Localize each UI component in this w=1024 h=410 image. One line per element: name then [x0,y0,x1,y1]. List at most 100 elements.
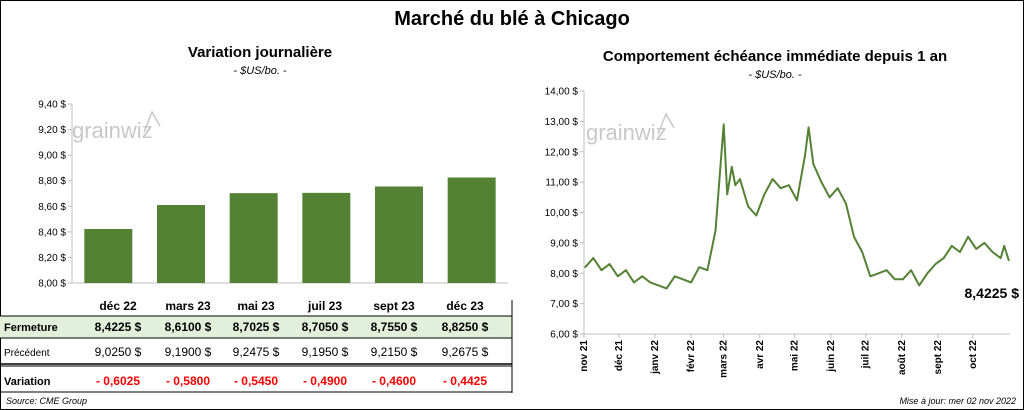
data-point [616,275,619,278]
y-tick-label: 6,00 $ [550,330,578,341]
y-tick-label: 9,20 $ [38,125,66,136]
data-point [726,193,728,196]
table-cell: - 0,4600 [372,374,416,388]
data-point [975,248,978,250]
y-tick-label: 12,00 $ [545,147,579,158]
table-cell: - 0,4425 [443,374,487,388]
bar-déc-23 [447,177,496,283]
data-point [796,199,798,202]
main-title: Marché du blé à Chicago [394,8,630,30]
bar-juil-23 [302,192,351,283]
table-cell: 9,1900 $ [165,345,212,359]
data-point [788,184,790,186]
data-point [983,242,986,244]
x-tick-label: juin 22 [826,340,837,373]
data-point [820,181,823,183]
data-point [902,278,904,281]
table-cell: 8,7025 $ [233,320,280,334]
data-point [657,284,660,287]
table-cell: 8,7550 $ [371,320,418,334]
bar-déc-22 [84,228,133,283]
table-cell: 8,7050 $ [302,320,349,334]
category-label: juil 23 [307,299,342,313]
watermark-mark [657,112,675,135]
data-point [853,236,855,238]
data-point [722,123,725,126]
data-point [625,269,627,272]
right-panel-title: Comportement échéance immédiate depuis 1… [602,48,948,65]
data-point [731,166,733,168]
watermark-mark [143,110,161,133]
left-panel-title: Variation journalière [187,44,333,61]
price-table: déc 22 mars 23 mai 23 juil 23 sept 23 déc 23 F… [0,299,513,393]
data-point [967,236,969,238]
table-cell: 9,1950 $ [302,345,349,359]
grainwiz-watermark: grainwiz [72,110,161,143]
data-point [918,284,921,287]
data-point [600,269,603,272]
y-tick-label: 8,00 $ [550,269,578,280]
data-point [869,275,872,278]
data-point [845,202,847,205]
data-point [910,269,912,272]
table-cell: 8,6100 $ [165,320,212,334]
data-point [739,178,741,180]
left-panel-subtitle: - $US/bo. - [233,65,287,77]
x-tick-label: mai 22 [790,340,801,372]
data-point [999,257,1002,259]
data-point [991,251,994,253]
last-value-label: 8,4225 $ [965,285,1020,301]
y-tick-label: 10,00 $ [545,208,579,219]
x-tick-label: déc 21 [614,340,625,372]
bar-sept-23 [375,186,423,283]
data-point [682,278,684,281]
watermark-text: grainwiz [72,118,153,143]
data-point [641,275,643,278]
data-point [718,184,720,186]
y-tick-label: 8,40 $ [38,227,66,238]
category-label: sept 23 [373,299,415,313]
data-point [771,178,774,180]
grainwiz-watermark: grainwiz [586,112,675,145]
bar-mai-23 [229,193,278,283]
data-point [959,251,961,253]
data-point [951,245,953,247]
y-tick-label: 8,20 $ [38,253,66,264]
y-tick-label: 7,00 $ [550,299,578,310]
data-point [665,287,668,290]
y-tick-label: 9,00 $ [550,238,578,249]
data-point [779,187,782,189]
data-point [861,251,863,253]
data-point [755,214,758,217]
data-point [836,187,839,189]
data-point [812,163,815,165]
category-label: déc 23 [446,299,484,313]
data-point [633,281,635,284]
data-point [747,205,749,208]
source-note: Source: CME Group [6,396,88,406]
data-point [592,257,595,259]
x-tick-label: août 22 [897,340,908,375]
y-tick-label: 8,80 $ [38,176,66,187]
table-cell: - 0,6025 [96,374,140,388]
line-chart: 6,00 $ 7,00 $ 8,00 $ 9,00 $ 10,00 $ 11,00 $ 12… [545,87,1020,378]
data-point [942,257,945,259]
data-point [807,126,810,129]
y-tick-label: 14,00 $ [545,87,579,98]
data-point [734,184,737,186]
data-point [673,275,676,278]
y-tick-label: 8,00 $ [38,279,66,290]
fermeture-row-bg [0,316,512,338]
data-point [584,266,586,268]
x-tick-label: juil 22 [861,340,872,370]
x-tick-label: mars 22 [719,340,730,378]
bar-chart: 8,00 $ 8,20 $ 8,40 $ 8,60 $ 8,80 $ 9,00 $ 9,20… [38,100,508,290]
y-tick-label: 9,00 $ [38,151,66,162]
row-label-fermeture: Fermeture [4,322,58,334]
data-point [714,229,717,232]
price-series-line [584,123,1010,290]
table-cell: 8,4225 $ [95,320,142,334]
data-point [893,278,896,281]
data-point [1008,259,1010,262]
